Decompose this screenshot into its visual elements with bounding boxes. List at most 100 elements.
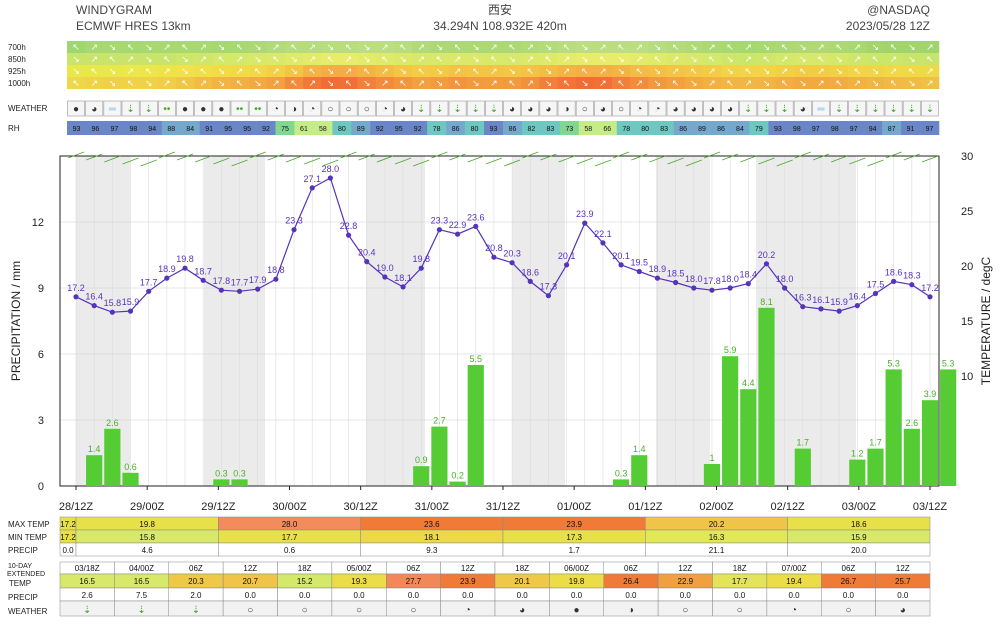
wind-barb-icon bbox=[267, 153, 285, 161]
summary-value: 4.6 bbox=[142, 546, 154, 555]
temperature-point bbox=[691, 285, 697, 291]
wind-arrow-icon: ↘ bbox=[109, 78, 117, 88]
wind-cell bbox=[920, 41, 940, 53]
wind-arrow-icon: ↘ bbox=[363, 78, 371, 88]
wind-barb-icon bbox=[231, 159, 248, 167]
wind-arrow-icon: ↘ bbox=[654, 42, 662, 52]
summary-value: 18.6 bbox=[851, 520, 867, 529]
wind-cell bbox=[466, 53, 486, 65]
wind-cell bbox=[157, 53, 177, 65]
weather-cell bbox=[793, 100, 812, 117]
rh-value: 80 bbox=[338, 126, 346, 133]
weather-cell bbox=[666, 100, 685, 117]
weather-cell bbox=[285, 100, 303, 117]
wind-cell bbox=[684, 77, 704, 89]
wind-cell bbox=[484, 65, 504, 77]
precip-label: 0.2 bbox=[451, 471, 464, 481]
weather-cell bbox=[884, 100, 903, 117]
rh-value: 95 bbox=[395, 126, 403, 133]
wind-arrow-icon: ↖ bbox=[454, 42, 462, 52]
wind-cell bbox=[575, 77, 595, 89]
summary-value: 20.0 bbox=[851, 546, 867, 555]
temperature-label: 17.7 bbox=[140, 277, 158, 287]
weather-icon: ○ bbox=[618, 104, 624, 115]
extended-precip: 0.0 bbox=[897, 591, 909, 600]
rh-cell bbox=[692, 121, 712, 135]
wind-arrow-icon: ↘ bbox=[799, 42, 807, 52]
weather-row-label: WEATHER bbox=[8, 104, 48, 113]
wind-cell bbox=[230, 77, 249, 89]
wind-cell bbox=[212, 41, 231, 53]
night-band bbox=[76, 156, 130, 486]
summary-row-label: PRECIP bbox=[8, 546, 38, 555]
temperature-point bbox=[382, 274, 388, 280]
temperature-label: 17.5 bbox=[867, 280, 885, 290]
wind-barb-icon bbox=[703, 151, 721, 159]
rh-cell bbox=[768, 121, 788, 135]
wind-cell bbox=[702, 77, 722, 89]
wind-cell bbox=[230, 65, 249, 77]
wind-arrow-icon: ↖ bbox=[744, 66, 752, 76]
x-tick-label: 28/12Z bbox=[59, 501, 94, 513]
rh-cell bbox=[863, 121, 883, 135]
wind-cell bbox=[593, 41, 613, 53]
weather-icon: ⇣ bbox=[435, 104, 443, 115]
wind-arrow-icon: ↘ bbox=[763, 78, 771, 88]
wind-arrow-icon: ↘ bbox=[181, 54, 189, 64]
rh-value: 83 bbox=[546, 126, 554, 133]
temperature-label: 23.6 bbox=[467, 212, 485, 222]
wind-cell bbox=[285, 77, 304, 89]
weather-icon: ◑ bbox=[564, 104, 570, 115]
wind-arrow-icon: ↖ bbox=[163, 54, 171, 64]
wind-arrow-icon: ↖ bbox=[454, 78, 462, 88]
wind-barb-icon bbox=[485, 157, 503, 165]
plot-area: 0 3 6 9 12 10 15 20 25 30 PRECIPITATION / mm TEMPER… bbox=[9, 151, 993, 513]
extended-precip: 0.0 bbox=[843, 591, 855, 600]
wind-cell bbox=[521, 65, 540, 77]
rh-value: 97 bbox=[926, 126, 934, 133]
wind-cell bbox=[612, 53, 631, 65]
temperature-point bbox=[91, 303, 97, 309]
summary-value: 19.8 bbox=[139, 520, 155, 529]
wind-cell bbox=[357, 53, 377, 65]
wind-arrow-icon: ↘ bbox=[617, 54, 625, 64]
wind-cell bbox=[430, 41, 449, 53]
rh-value: 94 bbox=[148, 126, 156, 133]
wind-arrow-icon: ↖ bbox=[599, 54, 607, 64]
wind-cell bbox=[866, 77, 885, 89]
weather-icon: ═ bbox=[816, 104, 825, 115]
weather-cell bbox=[830, 100, 848, 117]
wind-arrow-icon: ↖ bbox=[763, 54, 771, 64]
wind-cell bbox=[466, 65, 486, 77]
rh-row-label: RH bbox=[8, 124, 20, 133]
wind-arrow-icon: ↖ bbox=[199, 66, 207, 76]
wind-arrow-icon: ↗ bbox=[635, 54, 643, 64]
extended-weather-icon: ○ bbox=[682, 605, 688, 616]
wind-barb-icon bbox=[431, 151, 448, 159]
weather-icon: ◕ bbox=[727, 104, 733, 115]
wind-arrow-icon: ↗ bbox=[853, 54, 861, 64]
extended-precip: 2.6 bbox=[82, 591, 94, 600]
wind-arrow-icon: ↖ bbox=[472, 66, 480, 76]
wind-barb-icon bbox=[213, 157, 230, 165]
wind-cell bbox=[793, 65, 813, 77]
wind-arrow-icon: ↗ bbox=[199, 42, 207, 52]
wind-arrow-icon: ↗ bbox=[127, 54, 135, 64]
weather-cell bbox=[194, 100, 213, 117]
summary-value: 9.3 bbox=[426, 546, 438, 555]
temperature-label: 19.8 bbox=[412, 254, 430, 264]
wind-cell bbox=[85, 77, 104, 89]
wind-cell bbox=[902, 53, 922, 65]
temperature-label: 18.6 bbox=[521, 267, 539, 277]
extended-time: 05/00Z bbox=[347, 564, 372, 573]
extended-temp: 16.5 bbox=[79, 577, 95, 586]
summary-value: 18.1 bbox=[424, 533, 440, 542]
temperature-label: 18.5 bbox=[667, 269, 685, 279]
temperature-point bbox=[836, 308, 842, 314]
wind-barb-icon bbox=[721, 153, 739, 161]
wind-cell bbox=[866, 53, 885, 65]
temperature-point bbox=[618, 262, 624, 268]
extended-weather-icon: ⇣ bbox=[83, 605, 91, 616]
extended-row-label: WEATHER bbox=[8, 607, 48, 616]
x-tick-label: 03/00Z bbox=[842, 501, 877, 513]
